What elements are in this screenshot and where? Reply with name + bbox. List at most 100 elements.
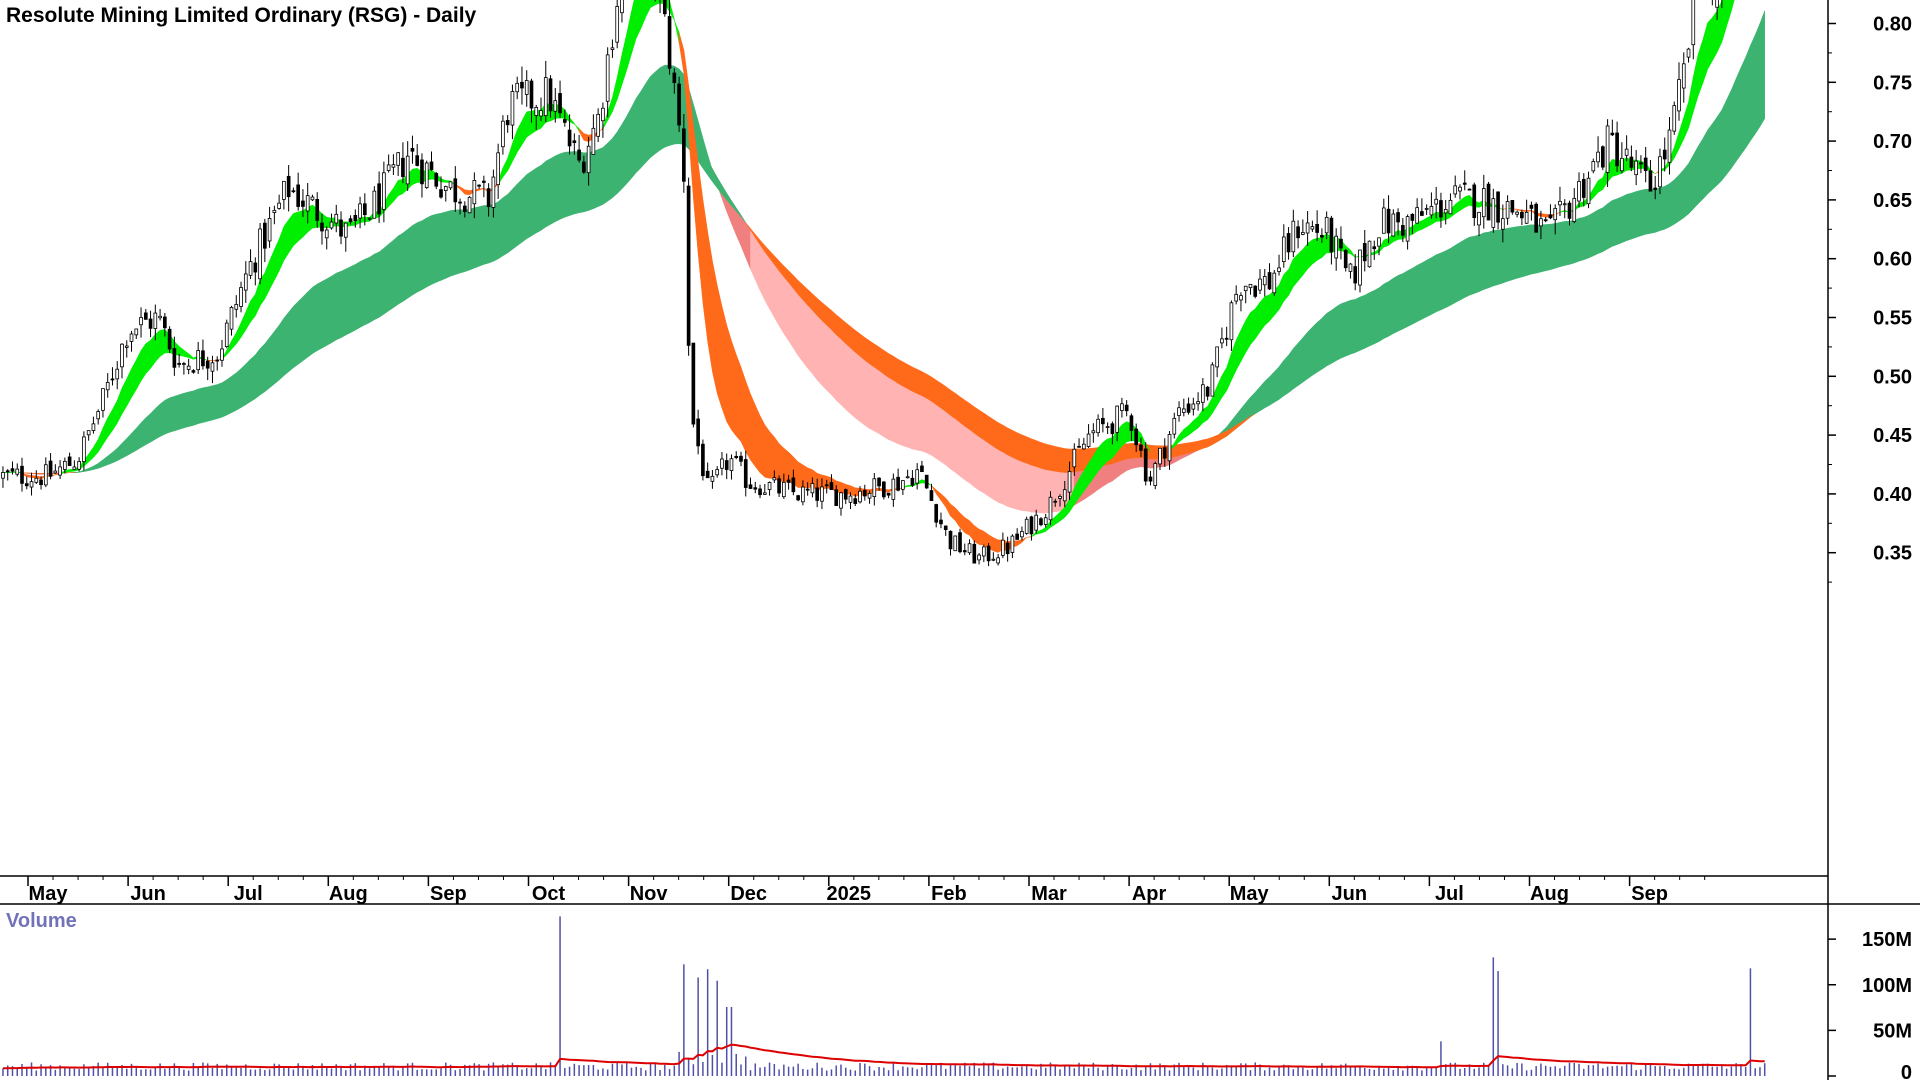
time-tick-label: Oct: [532, 883, 566, 905]
candlestick: [501, 115, 504, 154]
candle-body-down: [530, 81, 533, 108]
candle-body-up: [621, 0, 624, 13]
candlestick: [240, 282, 243, 313]
candle-body-down: [254, 263, 257, 272]
candle-body-up: [763, 493, 766, 495]
candle-body-up: [82, 437, 85, 462]
candlestick: [687, 178, 690, 356]
candlestick: [1497, 191, 1500, 229]
candle-body-up: [554, 101, 557, 112]
candlestick: [454, 166, 457, 212]
candle-body-up: [140, 318, 143, 325]
candle-body-down: [797, 496, 800, 500]
candlestick: [92, 417, 95, 434]
candlestick: [1268, 263, 1271, 290]
candle-body-down: [1549, 215, 1552, 218]
candle-body-up: [1178, 408, 1181, 416]
candle-body-up: [282, 181, 285, 199]
candle-body-up: [1516, 212, 1519, 214]
candle-body-down: [1644, 158, 1647, 171]
candle-body-up: [1478, 212, 1481, 225]
candle-body-up: [392, 165, 395, 167]
candle-body-up: [849, 496, 852, 502]
candlestick: [1635, 150, 1638, 185]
candlestick: [468, 196, 471, 213]
candlestick: [1578, 172, 1581, 207]
candle-body-down: [1511, 200, 1514, 212]
candle-body-up: [1059, 496, 1062, 498]
candlestick: [1459, 184, 1462, 199]
candle-body-down: [987, 546, 990, 561]
candle-body-up: [978, 555, 981, 560]
candle-body-down: [959, 533, 962, 552]
candle-body-up: [1201, 385, 1204, 402]
candlestick: [578, 135, 581, 163]
candlestick: [1240, 292, 1243, 311]
candlestick: [1244, 286, 1247, 303]
candle-body-down: [1287, 233, 1290, 251]
candlestick: [59, 460, 62, 479]
candle-body-up: [1525, 212, 1528, 223]
candlestick: [1044, 514, 1047, 528]
time-tick-label: Sep: [1631, 883, 1668, 905]
candle-body-up: [821, 487, 824, 501]
candlestick: [1482, 175, 1485, 229]
candlestick: [1273, 270, 1276, 296]
candle-body-down: [1463, 183, 1466, 184]
candle-body-down: [111, 379, 114, 380]
candle-body-down: [563, 120, 566, 123]
time-tick-label: May: [29, 883, 69, 905]
time-tick-label: Jul: [234, 883, 263, 905]
candlestick: [1097, 414, 1100, 436]
candle-body-up: [721, 459, 724, 468]
candle-body-down: [754, 488, 757, 489]
candle-body-up: [1435, 199, 1438, 204]
candlestick: [1278, 255, 1281, 276]
candle-body-up: [1220, 339, 1223, 343]
candlestick: [106, 373, 109, 398]
candle-body-up: [225, 323, 228, 347]
candlestick: [168, 326, 171, 353]
candle-body-down: [149, 319, 152, 328]
time-tick-label: Apr: [1132, 883, 1167, 905]
candlestick: [778, 475, 781, 497]
candle-body-down: [21, 466, 24, 483]
candle-body-up: [1716, 0, 1719, 7]
candle-body-up: [1249, 284, 1252, 287]
candle-body-up: [906, 477, 909, 478]
candle-body-up: [240, 288, 243, 307]
candle-body-down: [440, 190, 443, 197]
candle-body-up: [1392, 214, 1395, 236]
candle-body-down: [521, 82, 524, 88]
candlestick: [225, 320, 228, 349]
candle-body-up: [1049, 497, 1052, 520]
candle-body-up: [773, 478, 776, 480]
candlestick: [482, 176, 485, 197]
candle-body-down: [1487, 184, 1490, 220]
candlestick: [511, 85, 514, 140]
candle-body-down: [49, 461, 52, 476]
candle-body-up: [840, 493, 843, 508]
candle-body-down: [1130, 416, 1133, 431]
candle-body-down: [816, 488, 819, 500]
candle-body-up: [182, 364, 185, 365]
candle-body-down: [1663, 150, 1666, 159]
candlestick: [1535, 202, 1538, 232]
candle-body-down: [830, 483, 833, 490]
candle-body-up: [916, 470, 919, 483]
candlestick: [497, 144, 500, 199]
candlestick: [1101, 408, 1104, 432]
candle-body-up: [1492, 199, 1495, 228]
candlestick: [1516, 210, 1519, 217]
candle-body-down: [1187, 404, 1190, 412]
candle-body-up: [516, 83, 519, 91]
candle-body-up: [811, 483, 814, 492]
candlestick: [1078, 438, 1081, 447]
candle-body-up: [244, 274, 247, 290]
candlestick: [49, 453, 52, 479]
candle-body-up: [1563, 204, 1566, 205]
candlestick: [278, 195, 281, 210]
